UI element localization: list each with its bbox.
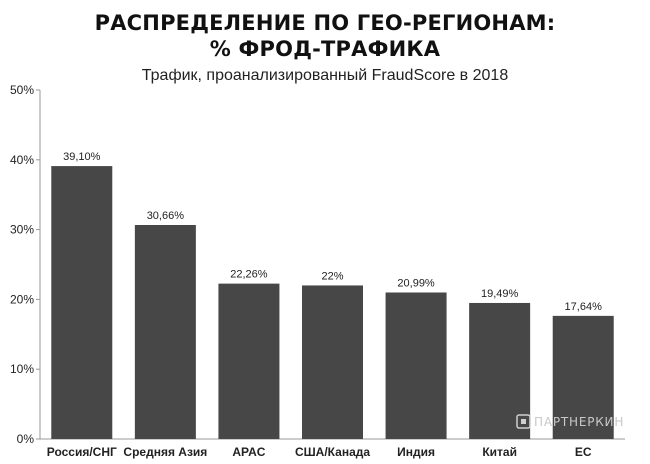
bar (469, 302, 531, 439)
bar-value-label: 19,49% (481, 288, 519, 300)
bar (301, 285, 364, 439)
chart-title-line-2: % ФРОД-ТРАФИКА (210, 37, 441, 61)
partnerkin-logo-icon (516, 414, 531, 429)
x-category-label: Индия (397, 445, 435, 459)
y-tick-label: 50% (10, 83, 34, 97)
x-category-label: APAC (232, 445, 265, 459)
bar (218, 283, 280, 439)
label-layer: 39,10% Россия/СНГ 30,66% Средняя Азия 22,26%… (47, 151, 602, 459)
watermark: ПАРТНЕРКИН (516, 414, 624, 429)
bar (552, 315, 614, 439)
bar-value-label: 39,10% (63, 151, 101, 163)
bar-value-label: 20,99% (397, 277, 435, 289)
bar-value-label: 22,26% (230, 269, 268, 281)
x-category-label: США/Канада (295, 445, 370, 459)
chart-title-line-1: РАСПРЕДЕЛЕНИЕ ПО ГЕО-РЕГИОНАМ: (95, 11, 556, 35)
watermark-text: ПАРТНЕРКИН (534, 415, 624, 429)
chart-subtitle: Трафик, проанализированный FraudScore в … (142, 67, 509, 84)
bar (51, 166, 113, 439)
x-category-label: Россия/СНГ (47, 445, 117, 459)
y-tick-label: 0% (17, 432, 35, 446)
y-tick-label: 30% (10, 223, 34, 237)
x-category-label: Средняя Азия (123, 445, 207, 459)
y-tick-label: 10% (10, 362, 34, 376)
x-category-label: Китай (482, 445, 517, 459)
bar (134, 224, 196, 439)
bar-layer (51, 166, 614, 439)
x-category-label: ЕС (575, 445, 592, 459)
y-tick-label: 40% (10, 153, 34, 167)
bar (385, 292, 447, 439)
y-tick-label: 20% (10, 292, 34, 306)
bar-value-label: 30,66% (147, 210, 185, 222)
bar-value-label: 17,64% (565, 301, 603, 313)
bar-value-label: 22% (321, 270, 343, 282)
